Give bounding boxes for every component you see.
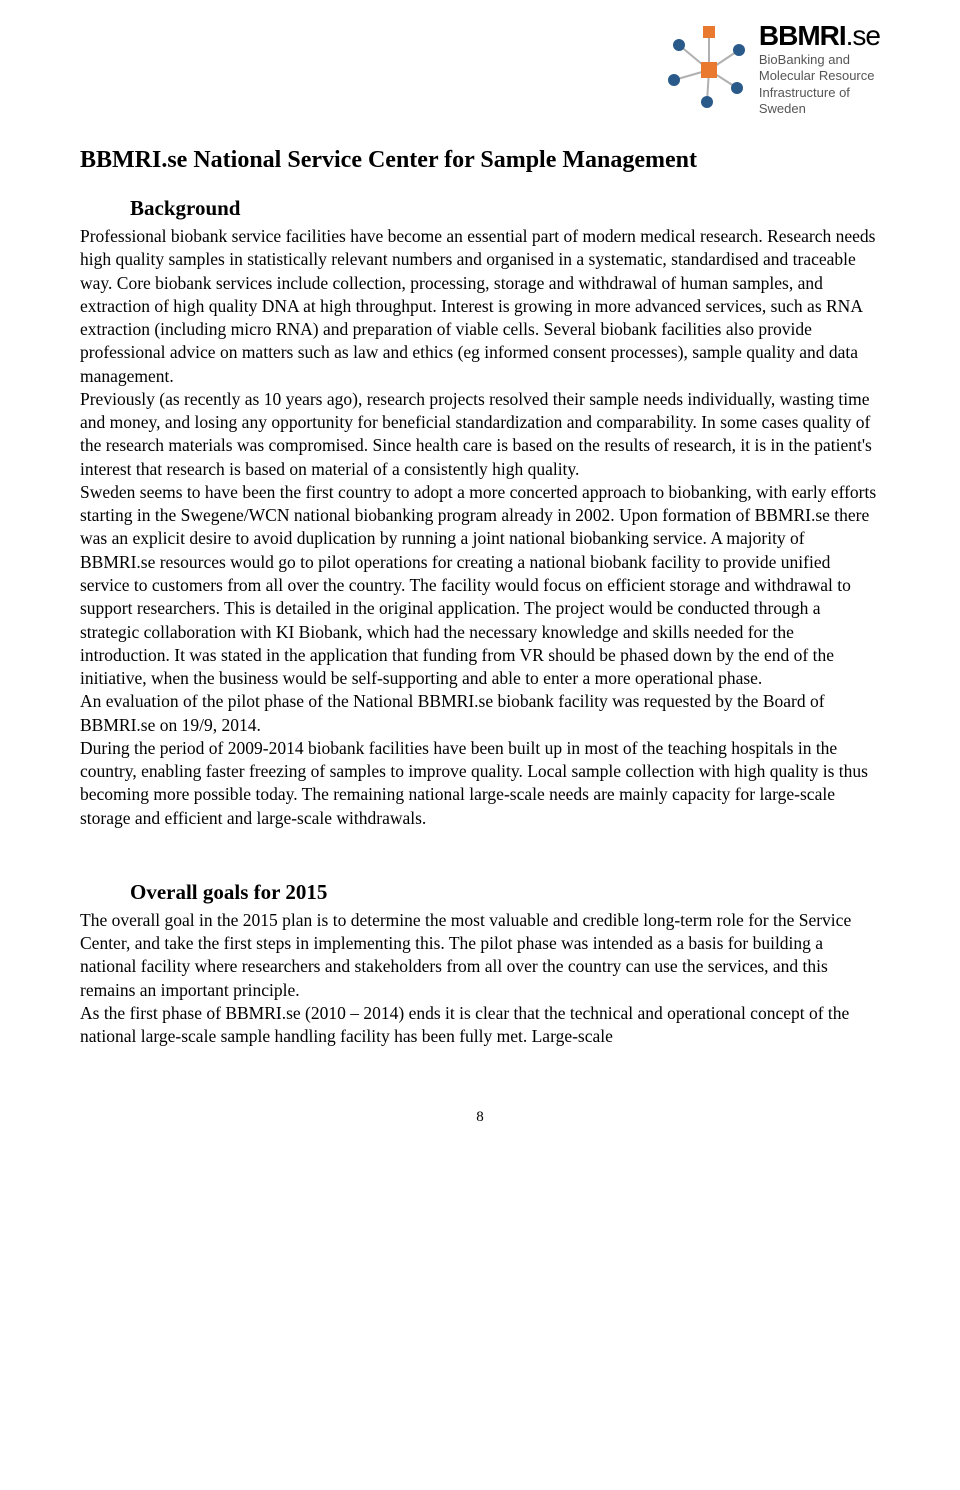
background-paragraph: Professional biobank service facilities … [80,225,880,830]
logo-header: BBMRI.se BioBanking and Molecular Resour… [80,20,880,117]
logo-title-suffix: .se [846,20,880,51]
document-page: BBMRI.se BioBanking and Molecular Resour… [0,0,960,1166]
background-heading: Background [130,196,880,221]
logo-text: BBMRI.se BioBanking and Molecular Resour… [759,20,880,117]
logo-subtitle-1: BioBanking and [759,52,880,68]
goals-heading: Overall goals for 2015 [130,880,880,905]
logo-subtitle-3: Infrastructure of [759,85,880,101]
logo-subtitle-4: Sweden [759,101,880,117]
document-title: BBMRI.se National Service Center for Sam… [80,147,880,174]
page-number: 8 [80,1109,880,1126]
goals-paragraph: The overall goal in the 2015 plan is to … [80,909,880,1049]
logo-subtitle-2: Molecular Resource [759,68,880,84]
logo-title: BBMRI.se [759,20,880,52]
bbmri-logo-icon [659,20,749,110]
logo-title-bold: BBMRI [759,20,846,51]
